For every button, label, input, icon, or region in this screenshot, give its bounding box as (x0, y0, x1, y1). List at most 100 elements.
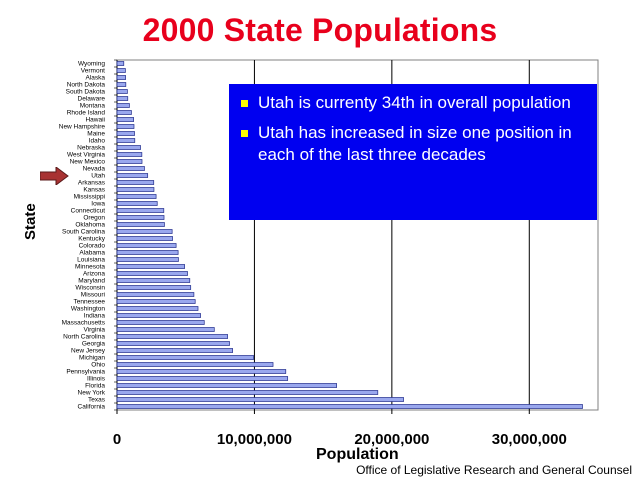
bar (116, 194, 157, 199)
x-tick-label: 20,000,000 (354, 431, 429, 448)
category-label: Illinois (87, 376, 106, 383)
category-label: New York (78, 390, 106, 397)
bar (116, 124, 135, 129)
bar (116, 383, 337, 388)
bar (116, 89, 128, 94)
category-label: Oregon (83, 215, 105, 222)
category-label: Utah (91, 173, 105, 180)
category-label: Maryland (78, 278, 105, 285)
category-label: Delaware (78, 96, 106, 103)
bar (116, 166, 145, 171)
bar (116, 334, 228, 339)
category-label: Idaho (89, 138, 106, 145)
category-label: North Dakota (67, 82, 106, 89)
callout-item: Utah has increased in size one position … (241, 122, 587, 166)
category-label: Pennsylvania (66, 369, 105, 376)
category-label: Massachusetts (62, 320, 106, 327)
bullet-icon (241, 100, 248, 107)
bar (116, 292, 195, 297)
bar (116, 397, 404, 402)
category-label: Ohio (91, 362, 105, 369)
x-tick-label: 0 (113, 431, 121, 448)
bar (116, 61, 125, 66)
category-label: Georgia (82, 341, 106, 348)
bar (116, 376, 289, 381)
bar (116, 369, 287, 374)
bar (116, 103, 130, 108)
category-label: California (78, 404, 106, 411)
bar (116, 355, 254, 360)
bar (116, 306, 199, 311)
category-label: Colorado (79, 243, 106, 250)
category-label: Nevada (83, 166, 106, 173)
category-label: Louisiana (77, 257, 105, 264)
category-label: South Dakota (66, 89, 106, 96)
bar (116, 390, 379, 395)
category-label: Wyoming (78, 61, 105, 68)
category-label: Hawaii (85, 117, 105, 124)
category-label: Arizona (83, 271, 105, 278)
category-label: Michigan (79, 355, 105, 362)
category-label: Alaska (85, 75, 105, 82)
category-label: West Virginia (67, 152, 105, 159)
category-label: Connecticut (71, 208, 106, 215)
category-label: Tennessee (74, 299, 106, 306)
category-label: Mississippi (74, 194, 105, 201)
x-axis-label: Population (316, 446, 399, 463)
category-label: Iowa (91, 201, 105, 208)
category-label: Vermont (81, 68, 105, 75)
category-label: Kentucky (78, 236, 105, 243)
category-label: Maine (87, 131, 105, 138)
callout-text: Utah is currenty 34th in overall populat… (258, 93, 571, 112)
bar (116, 236, 173, 241)
bar (116, 327, 215, 332)
bar (116, 341, 230, 346)
bar (116, 159, 143, 164)
bar (116, 264, 185, 269)
category-label: Minnesota (75, 264, 105, 271)
footer-credit: Office of Legislative Research and Gener… (356, 463, 632, 477)
bar (116, 362, 274, 367)
category-label: New Jersey (71, 348, 106, 355)
bar (116, 180, 155, 185)
bar (116, 229, 173, 234)
category-label: Nebraska (77, 145, 105, 152)
bar (116, 145, 141, 150)
bar (116, 250, 179, 255)
bar (116, 243, 177, 248)
bar (116, 110, 132, 115)
bar (116, 82, 127, 87)
category-label: Alabama (79, 250, 105, 257)
bar (116, 299, 196, 304)
x-tick-label: 10,000,000 (217, 431, 292, 448)
category-label: Wisconsin (75, 285, 105, 292)
bar (116, 187, 155, 192)
bar (116, 117, 134, 122)
bar (116, 285, 192, 290)
x-tick-label: 30,000,000 (492, 431, 567, 448)
category-label: Rhode Island (67, 110, 106, 117)
bar (116, 215, 165, 220)
bar (116, 348, 233, 353)
category-label: New Hampshire (59, 124, 106, 131)
callout-text: Utah has increased in size one position … (258, 123, 572, 164)
category-label: South Carolina (62, 229, 105, 236)
bar (116, 222, 165, 227)
bar (116, 131, 135, 136)
arrow-right-icon (39, 165, 70, 190)
category-label: Arkansas (78, 180, 106, 187)
bar (116, 404, 583, 409)
bar (116, 96, 129, 101)
bar (116, 313, 201, 318)
bar (116, 152, 143, 157)
category-label: Florida (85, 383, 105, 390)
category-label: Indiana (84, 313, 106, 320)
category-label: North Carolina (63, 334, 105, 341)
bar (116, 271, 188, 276)
y-axis-label: State (22, 203, 39, 240)
bar (116, 68, 126, 73)
category-label: Washington (71, 306, 105, 313)
bar (116, 201, 158, 206)
bar (116, 75, 126, 80)
bullet-icon (241, 130, 248, 137)
